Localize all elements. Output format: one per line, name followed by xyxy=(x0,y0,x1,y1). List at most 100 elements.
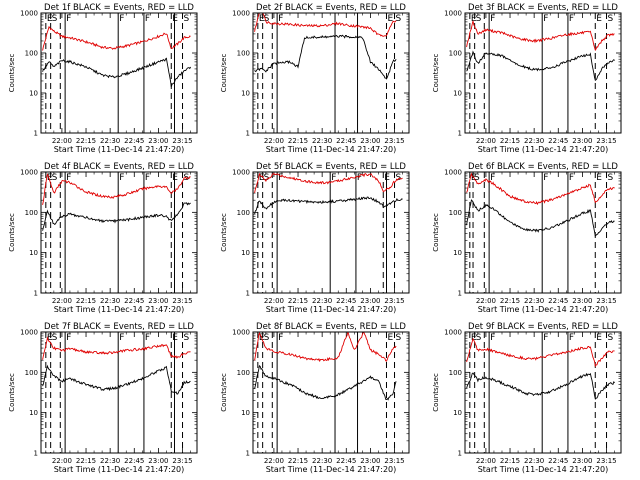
y-tick-label: 1 xyxy=(458,450,462,458)
marker-label: F xyxy=(119,14,124,24)
marker-label: S xyxy=(52,333,58,343)
lld-series-line xyxy=(254,172,403,193)
y-tick-label: 10 xyxy=(241,90,250,98)
y-tick-label: 1 xyxy=(34,290,38,298)
x-tick-label: 23:00 xyxy=(572,297,592,305)
lld-series-line xyxy=(466,337,615,368)
y-tick-label: 1 xyxy=(246,130,250,138)
marker-label: S xyxy=(264,14,270,24)
marker-label: S xyxy=(264,173,270,183)
x-tick-label: 22:45 xyxy=(124,297,144,305)
y-tick-label: 100 xyxy=(237,50,250,58)
panel-7: Det 7f BLACK = Events, RED = LLD Counts/s… xyxy=(8,322,198,474)
y-tick-label: 1000 xyxy=(20,329,38,337)
lld-series-line xyxy=(42,173,191,205)
x-tick-label: 22:00 xyxy=(476,137,496,145)
x-tick-label: 22:45 xyxy=(548,457,568,465)
y-tick-label: 100 xyxy=(449,50,462,58)
marker-label: E xyxy=(172,333,178,343)
x-tick-label: 22:30 xyxy=(524,457,544,465)
x-tick-label: 23:00 xyxy=(360,297,380,305)
marker-label: S xyxy=(52,14,58,24)
y-tick-label: 10 xyxy=(241,409,250,417)
marker-label: E xyxy=(596,173,602,183)
x-tick-label: 22:45 xyxy=(336,457,356,465)
marker-label: S xyxy=(264,333,270,343)
events-series-line xyxy=(42,364,191,395)
x-tick-label: 23:15 xyxy=(172,457,192,465)
panel-3: Det 3f BLACK = Events, RED = LLD Counts/s… xyxy=(432,3,622,154)
events-series-line xyxy=(254,196,403,215)
y-tick-label: 10 xyxy=(453,90,462,98)
x-tick-label: 22:45 xyxy=(336,137,356,145)
x-axis-label: Start Time (11-Dec-14 21:47:20) xyxy=(266,465,397,474)
marker-label: F xyxy=(490,173,495,183)
y-tick-label: 100 xyxy=(449,209,462,217)
marker-label: F xyxy=(145,173,150,183)
x-tick-label: 23:15 xyxy=(596,137,616,145)
x-tick-label: 22:30 xyxy=(524,297,544,305)
x-tick-label: 22:30 xyxy=(312,297,332,305)
x-tick-label: 22:15 xyxy=(288,457,308,465)
panel-title: Det 5f BLACK = Events, RED = LLD xyxy=(256,162,406,172)
x-tick-label: 22:15 xyxy=(288,297,308,305)
marker-label: F xyxy=(569,173,574,183)
panel-4: Det 4f BLACK = Events, RED = LLD Counts/s… xyxy=(8,162,198,314)
x-tick-label: 23:00 xyxy=(148,457,168,465)
plot-frame xyxy=(252,331,410,454)
marker-label: S xyxy=(184,333,190,343)
x-tick-label: 22:00 xyxy=(52,137,72,145)
panel-1: Det 1f BLACK = Events, RED = LLD Counts/s… xyxy=(8,3,198,154)
marker-label: E xyxy=(172,14,178,24)
events-series-line xyxy=(466,372,615,400)
y-tick-label: 1000 xyxy=(232,169,250,177)
marker-label: E xyxy=(387,14,393,24)
x-tick-label: 23:00 xyxy=(360,137,380,145)
y-tick-label: 10 xyxy=(29,409,38,417)
x-tick-label: 22:30 xyxy=(312,137,332,145)
y-tick-label: 100 xyxy=(237,209,250,217)
plot-frame xyxy=(40,171,198,294)
x-tick-label: 22:30 xyxy=(312,457,332,465)
panel-title: Det 4f BLACK = Events, RED = LLD xyxy=(44,162,194,172)
plot-frame xyxy=(40,331,198,454)
marker-label: F xyxy=(278,14,283,24)
marker-label: E xyxy=(47,14,53,24)
marker-label: S xyxy=(184,14,190,24)
x-tick-label: 23:15 xyxy=(596,297,616,305)
marker-label: F xyxy=(66,14,71,24)
x-axis-label: Start Time (11-Dec-14 21:47:20) xyxy=(54,465,185,474)
x-tick-label: 22:00 xyxy=(476,297,496,305)
marker-label: E xyxy=(47,333,53,343)
marker-label: F xyxy=(119,173,124,183)
events-series-line xyxy=(42,202,191,231)
y-tick-label: 10 xyxy=(29,249,38,257)
marker-label: F xyxy=(66,173,71,183)
marker-label: E xyxy=(387,333,393,343)
x-tick-label: 22:45 xyxy=(124,137,144,145)
marker-label: F xyxy=(331,173,336,183)
x-tick-label: 22:45 xyxy=(336,297,356,305)
y-tick-label: 1000 xyxy=(444,329,462,337)
panel-title: Det 8f BLACK = Events, RED = LLD xyxy=(256,322,406,332)
lld-series-line xyxy=(42,25,191,51)
y-tick-label: 1 xyxy=(34,450,38,458)
marker-label: S xyxy=(396,14,402,24)
marker-label: S xyxy=(608,333,614,343)
y-tick-label: 1 xyxy=(246,290,250,298)
x-tick-label: 23:15 xyxy=(384,297,404,305)
marker-label: E xyxy=(259,173,265,183)
x-tick-label: 22:15 xyxy=(500,137,520,145)
y-tick-label: 1000 xyxy=(444,10,462,18)
marker-label: S xyxy=(608,173,614,183)
x-tick-label: 22:00 xyxy=(52,457,72,465)
y-tick-label: 10 xyxy=(453,249,462,257)
x-tick-label: 22:15 xyxy=(76,137,96,145)
marker-label: S xyxy=(476,333,482,343)
marker-label: F xyxy=(569,333,574,343)
panel-title: Det 2f BLACK = Events, RED = LLD xyxy=(256,3,406,13)
marker-label: F xyxy=(145,333,150,343)
x-tick-label: 22:00 xyxy=(52,297,72,305)
x-axis-label: Start Time (11-Dec-14 21:47:20) xyxy=(54,145,185,154)
marker-label: E xyxy=(259,14,265,24)
